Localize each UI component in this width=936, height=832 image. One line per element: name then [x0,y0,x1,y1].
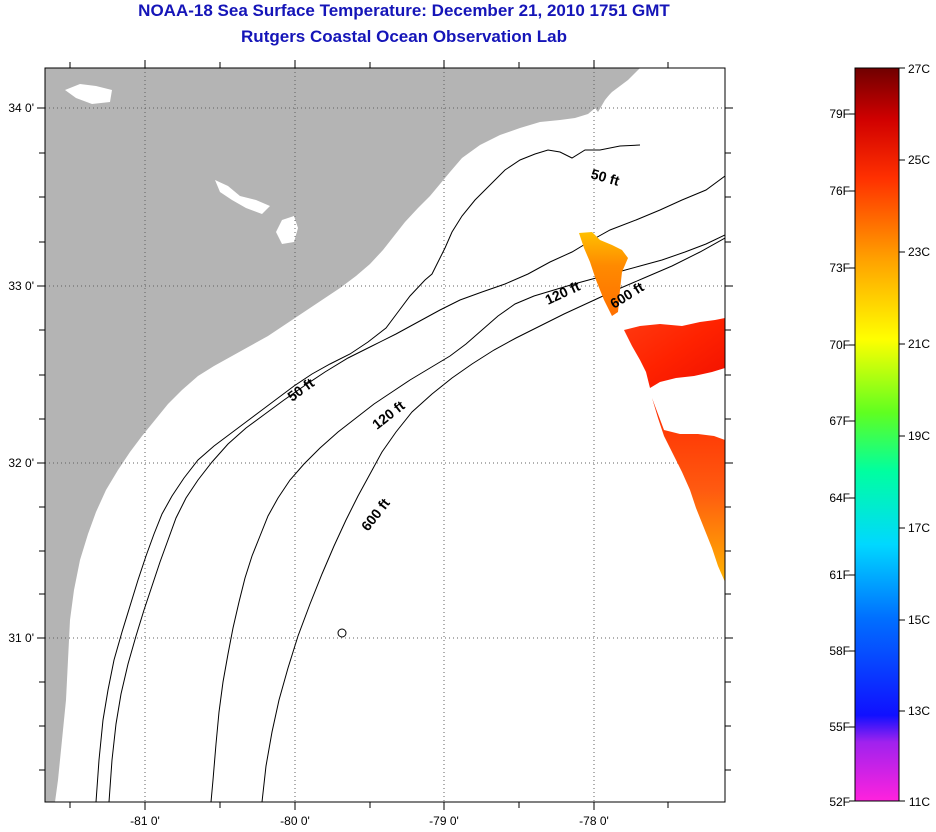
isobath-label-50ft-north: 50 ft [589,166,621,189]
map-area [45,68,725,802]
colorbar-c-19: 19C [908,429,930,443]
colorbar-c-25: 25C [908,153,930,167]
land-mass-northeast [592,68,630,112]
lat-label-33: 33 0' [8,279,34,293]
lon-label-81: -81 0' [130,814,160,828]
lat-label-32: 32 0' [8,456,34,470]
colorbar-f-79: 79F [829,107,850,121]
colorbar-gradient [854,67,900,802]
colorbar-f-67: 67F [829,414,850,428]
lat-label-34: 34 0' [8,101,34,115]
colorbar-f-61: 61F [829,568,850,582]
colorbar-f-58: 58F [829,644,850,658]
lat-label-31: 31 0' [8,631,34,645]
colorbar-c-15: 15C [908,613,930,627]
land-mass [45,68,640,802]
colorbar-f-70: 70F [829,338,850,352]
lake-moultrie [276,216,298,244]
colorbar-f-73: 73F [829,261,850,275]
lon-label-79: -79 0' [429,814,459,828]
seamount-contour [337,628,347,638]
lon-label-78: -78 0' [579,814,609,828]
sst-swath-south [652,398,725,582]
lon-label-80: -80 0' [280,814,310,828]
tick-marks [37,60,733,810]
lake-marion [215,180,270,214]
colorbar: 79F 76F 73F 70F 67F 64F 61F 58F 55F 52F … [829,62,930,809]
colorbar-f-55: 55F [829,720,850,734]
map-frame [44,67,726,803]
colorbar-c-27: 27C [908,62,930,76]
lake-north [65,84,112,104]
sst-swath-central [624,318,725,388]
isobath-50ft-coast [95,144,641,802]
colorbar-f-64: 64F [829,491,850,505]
colorbar-c-11: 11C [909,795,930,809]
colorbar-c-21: 21C [908,337,930,351]
colorbar-f-76: 76F [829,184,850,198]
colorbar-c-23: 23C [908,245,930,259]
sst-swath-north [579,232,628,316]
colorbar-c-13: 13C [908,704,930,718]
map-subtitle: Rutgers Coastal Ocean Observation Lab [241,27,567,46]
colorbar-ticks [849,67,905,802]
colorbar-f-52: 52F [829,795,850,809]
graticule [45,68,725,802]
map-title: NOAA-18 Sea Surface Temperature: Decembe… [138,1,670,20]
colorbar-c-17: 17C [908,521,930,535]
